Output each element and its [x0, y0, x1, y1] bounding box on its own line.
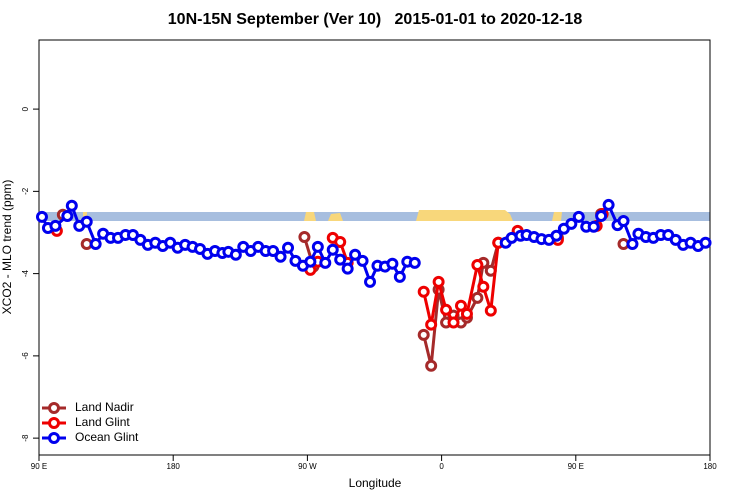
y-tick-label: -2	[21, 187, 30, 195]
legend-marker	[48, 432, 60, 444]
data-point	[35, 210, 48, 223]
data-point	[319, 256, 332, 269]
data-point	[447, 316, 460, 329]
data-point	[617, 214, 630, 227]
data-point	[341, 262, 354, 275]
data-point	[364, 275, 377, 288]
legend-marker	[48, 402, 60, 414]
data-point	[334, 253, 347, 266]
x-tick-label: 180	[167, 462, 181, 471]
y-tick-label: -8	[21, 434, 30, 442]
data-point	[89, 238, 102, 251]
y-tick-label: -6	[21, 352, 30, 360]
legend-label: Land Nadir	[75, 400, 134, 414]
x-tick-label: 0	[439, 462, 444, 471]
legend-label: Ocean Glint	[75, 430, 139, 444]
x-tick-label: 90 E	[568, 462, 584, 471]
data-point	[298, 231, 311, 244]
x-tick-label: 90 W	[298, 462, 317, 471]
data-point	[267, 244, 280, 257]
series	[35, 198, 712, 288]
data-point	[699, 236, 712, 249]
data-point	[425, 359, 438, 372]
land-strip	[304, 212, 316, 221]
data-point	[417, 285, 430, 298]
land-strip	[328, 213, 343, 221]
data-point	[565, 217, 578, 230]
data-point	[587, 220, 600, 233]
ocean-strip	[39, 212, 710, 221]
data-point	[304, 255, 317, 268]
land-strip	[416, 210, 513, 221]
x-tick-label: 90 E	[31, 462, 47, 471]
data-point	[349, 248, 362, 261]
data-point	[432, 275, 445, 288]
data-point	[334, 235, 347, 248]
y-tick-label: 0	[21, 106, 30, 111]
data-point	[80, 215, 93, 228]
data-point	[49, 219, 62, 232]
data-point	[471, 258, 484, 271]
data-point	[602, 198, 615, 211]
data-point	[393, 270, 406, 283]
data-point	[386, 257, 399, 270]
data-point	[408, 256, 421, 269]
data-point	[61, 210, 74, 223]
plot-frame	[38, 39, 711, 456]
land-strip	[552, 212, 562, 221]
data-point	[326, 243, 339, 256]
x-tick-label: 180	[703, 462, 717, 471]
data-point	[626, 238, 639, 251]
land-ocean-strip	[39, 210, 710, 221]
chart-title: 10N-15N September (Ver 10) 2015-01-01 to…	[168, 11, 583, 28]
data-point	[460, 307, 473, 320]
y-axis-label: XCO2 - MLO trend (ppm)	[0, 180, 14, 315]
data-point	[274, 250, 287, 263]
data-point	[417, 328, 430, 341]
legend-marker	[48, 417, 60, 429]
data-point	[484, 304, 497, 317]
data-point	[282, 241, 295, 254]
data-point	[454, 299, 467, 312]
data-point	[477, 280, 490, 293]
y-tick-label: -4	[21, 270, 30, 278]
data-point	[595, 210, 608, 223]
data-point	[311, 240, 324, 253]
data-point	[65, 199, 78, 212]
data-point	[229, 248, 242, 261]
data-point	[550, 229, 563, 242]
data-point	[440, 303, 453, 316]
data-point	[425, 318, 438, 331]
data-point	[356, 254, 369, 267]
data-point	[572, 210, 585, 223]
legend-label: Land Glint	[75, 415, 130, 429]
data-point	[471, 291, 484, 304]
x-axis-label: Longitude	[349, 476, 402, 490]
